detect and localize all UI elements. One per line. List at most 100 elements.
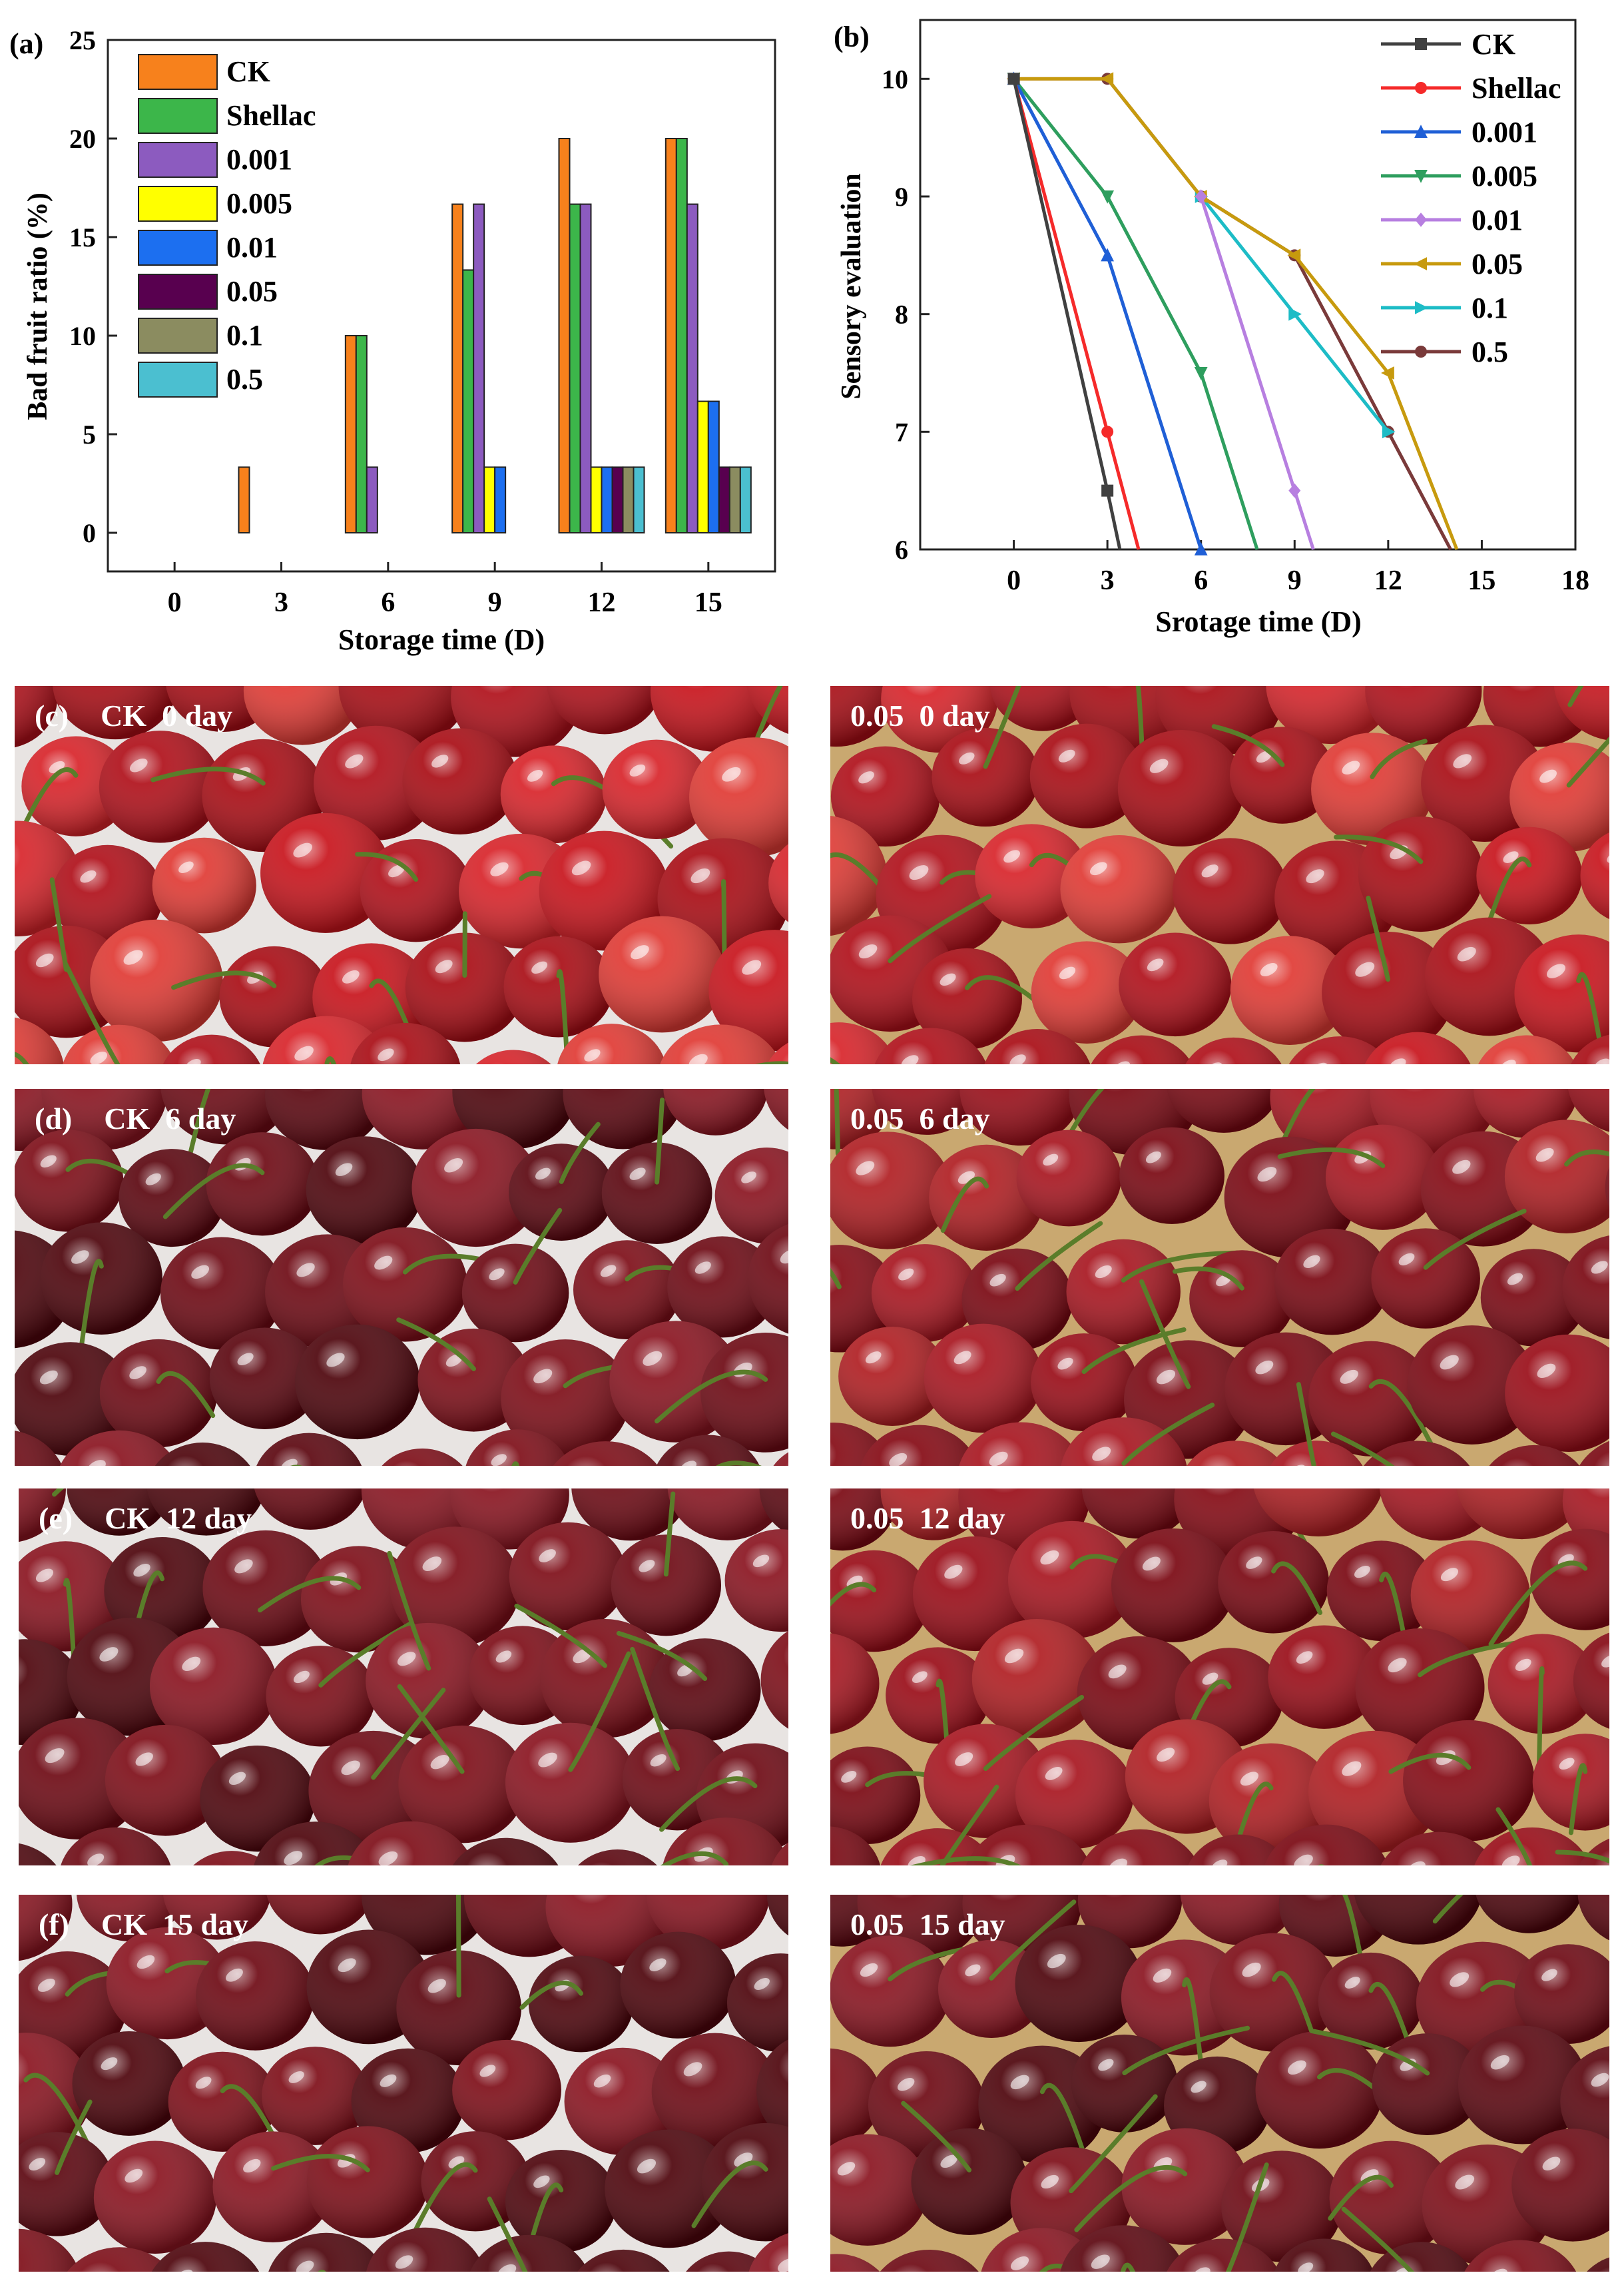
legend-label: 0.05	[226, 275, 278, 308]
photo-caption: (c) CK 0 day	[35, 698, 232, 733]
cherry	[760, 1630, 788, 1729]
x-tick-label: 15	[694, 587, 722, 618]
cherry	[396, 1895, 521, 2066]
cherry	[1365, 686, 1482, 745]
legend-label: 0.005	[226, 187, 292, 220]
cherry	[452, 1837, 559, 1865]
cherry	[19, 1843, 57, 1865]
photo-005-12-day: 0.05 12 day	[830, 1488, 1609, 1865]
bar	[558, 138, 571, 533]
legend-label: CK	[226, 55, 270, 88]
data-point	[1101, 484, 1114, 497]
x-tick-label: 0	[168, 587, 182, 618]
cherry	[1066, 1239, 1243, 1345]
legend-swatch	[138, 362, 218, 398]
cherry	[1573, 1632, 1609, 1729]
bar	[718, 466, 730, 534]
cherry	[268, 2232, 384, 2272]
cherry	[1221, 2150, 1342, 2262]
cherry	[599, 916, 726, 1033]
cherry	[271, 2126, 429, 2238]
bar	[238, 466, 250, 534]
cherry	[402, 728, 518, 834]
photo-005-15-day: 0.05 15 day	[830, 1895, 1609, 2272]
x-tick-label: 0	[1007, 565, 1021, 596]
y-tick-label: 10	[69, 321, 96, 351]
cherry	[912, 1536, 1038, 1652]
cherry	[771, 1842, 788, 1865]
cherry	[19, 1718, 144, 1839]
cherry	[152, 837, 256, 934]
cherry	[1288, 1036, 1391, 1064]
cherry	[90, 919, 223, 1042]
series-line	[1012, 78, 1122, 550]
cherry	[1277, 1124, 1440, 1230]
cherry	[573, 1240, 729, 1340]
cherry	[1119, 932, 1232, 1037]
data-point	[1288, 307, 1302, 321]
photo-panel-letter: (d)	[35, 1102, 73, 1136]
cherry	[1119, 1127, 1224, 1224]
cherry	[514, 1604, 670, 1738]
cherry	[99, 731, 221, 843]
photo-ck-0-day: (c) CK 0 day	[15, 686, 788, 1064]
cherry	[15, 736, 131, 846]
cherry	[768, 844, 788, 922]
cherry	[243, 686, 362, 745]
photo-ck-15-day: (f) CK 15 day	[19, 1895, 788, 2272]
y-tick-label: 20	[69, 124, 96, 154]
cherry	[154, 1443, 250, 1466]
cherry	[475, 1050, 551, 1064]
x-tick-label: 9	[488, 587, 502, 618]
line-x-axis-title: Srotage time (D)	[1155, 605, 1362, 638]
bar	[686, 203, 698, 533]
cherry	[343, 1227, 500, 1342]
cherry	[262, 2047, 369, 2145]
y-tick-label: 6	[895, 535, 908, 565]
cherry	[754, 1042, 788, 1064]
photo-caption-text: 0.05 15 day	[850, 1907, 1005, 1941]
photo-caption-text: 0.05 12 day	[850, 1501, 1005, 1535]
y-tick-label: 7	[895, 417, 908, 447]
bar	[665, 138, 677, 533]
cherry	[266, 1620, 414, 1747]
cherry	[759, 1488, 788, 1534]
cherry	[19, 2033, 105, 2178]
cherry	[1270, 1382, 1363, 1466]
cherry	[1188, 1834, 1290, 1865]
bar	[728, 466, 741, 534]
cherry	[667, 1488, 788, 1540]
cherry	[15, 686, 58, 748]
cherry	[1476, 826, 1583, 930]
cherry	[547, 686, 663, 735]
cherry	[1532, 1734, 1609, 1835]
series-line	[1199, 196, 1315, 550]
cherry	[1478, 1035, 1576, 1064]
cherry	[660, 1024, 782, 1064]
legend-swatch	[138, 274, 218, 310]
photo-005-0-day: 0.05 0 day	[830, 686, 1609, 1064]
cherry	[660, 1817, 788, 1865]
cherry	[663, 1089, 768, 1136]
cherry	[651, 686, 780, 752]
cherry	[469, 2196, 589, 2272]
cherry	[15, 1342, 133, 1456]
cherry	[667, 1236, 778, 1338]
legend-marker	[1414, 170, 1428, 183]
legend-label: 0.5	[1472, 336, 1508, 368]
cherry	[1432, 1895, 1583, 1933]
cherry	[975, 824, 1094, 928]
cherry	[1509, 736, 1609, 852]
cherry	[306, 1136, 423, 1244]
x-tick-label: 3	[1101, 565, 1115, 596]
cherry	[1330, 1431, 1470, 1466]
cherry	[1333, 817, 1484, 932]
cherry	[1185, 1037, 1282, 1064]
cherry	[149, 1627, 278, 1745]
cherry	[1007, 1520, 1151, 1639]
cherry	[655, 1333, 788, 1453]
cherry	[1322, 895, 1454, 1054]
legend-marker	[1414, 257, 1427, 270]
y-tick-label: 9	[895, 182, 908, 212]
bar	[344, 335, 357, 533]
